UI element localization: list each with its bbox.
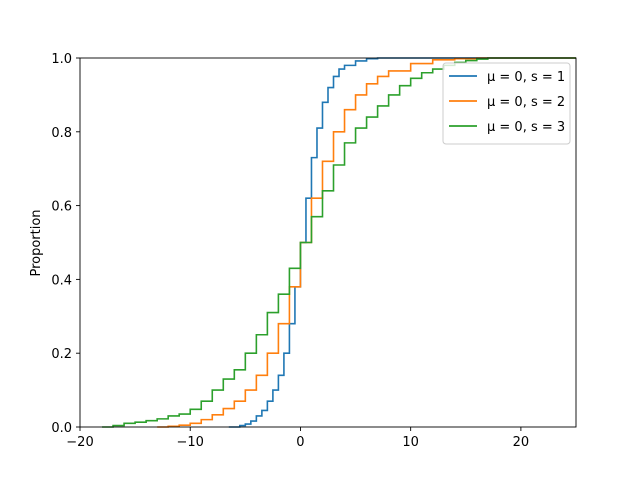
legend-box bbox=[442, 62, 571, 145]
legend-label-3: μ = 0, s = 3 bbox=[487, 120, 565, 135]
x-tick-label: 0 bbox=[296, 435, 304, 450]
series-layer bbox=[102, 57, 576, 428]
legend-label-1: μ = 0, s = 1 bbox=[487, 70, 565, 85]
x-tick-label: 20 bbox=[513, 435, 530, 450]
y-tick-label: 0.2 bbox=[51, 347, 72, 362]
y-tick-label: 0.0 bbox=[51, 421, 72, 436]
legend: μ = 0, s = 1 μ = 0, s = 2 μ = 0, s = 3 bbox=[442, 62, 571, 145]
y-tick-label: 0.4 bbox=[51, 273, 72, 288]
axes-frame bbox=[79, 57, 577, 428]
axes-layer bbox=[79, 57, 577, 428]
y-tick-label: 0.8 bbox=[51, 126, 72, 141]
y-tick-label: 1.0 bbox=[51, 52, 72, 67]
series-line-3 bbox=[102, 57, 576, 428]
y-axis-label: Proportion bbox=[29, 209, 44, 276]
y-tick-label: 0.6 bbox=[51, 200, 72, 215]
x-tick-label: −10 bbox=[177, 435, 204, 450]
x-tick-label: −20 bbox=[66, 435, 93, 450]
ticks-layer: −20 −10 0 10 20 0.0 0.2 0.4 0.6 0.8 1.0 bbox=[51, 52, 529, 450]
legend-label-2: μ = 0, s = 2 bbox=[487, 95, 565, 110]
x-tick-label: 10 bbox=[402, 435, 419, 450]
